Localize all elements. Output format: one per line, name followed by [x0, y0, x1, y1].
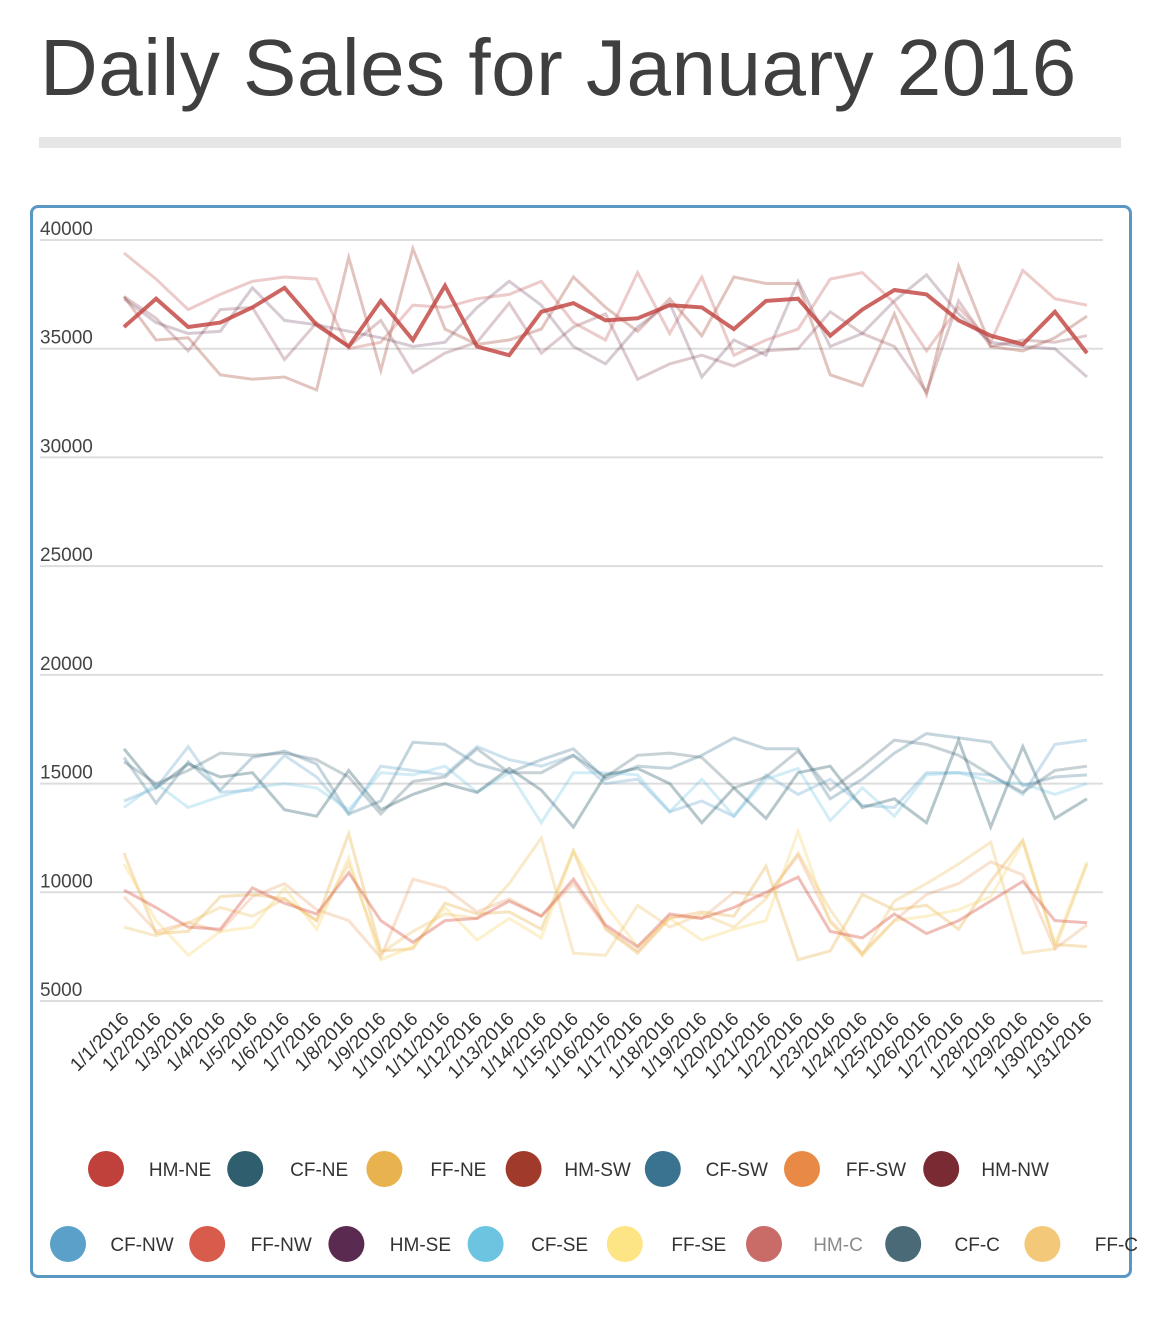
series-line-ff-c	[123, 834, 1089, 959]
legend-item-ff-sw[interactable]: FF-SW	[784, 1151, 906, 1187]
series-line-cf-sw	[122, 732, 1088, 816]
series-line-hm-ne	[122, 281, 1089, 358]
legend-label: CF-SW	[706, 1160, 768, 1181]
y-tick-label: 20000	[40, 654, 93, 675]
y-tick-label: 10000	[40, 871, 93, 892]
legend-swatch	[227, 1151, 264, 1187]
legend-item-hm-ne[interactable]: HM-NE	[88, 1151, 211, 1187]
legend-swatch	[50, 1226, 86, 1262]
legend-item-cf-ne[interactable]: CF-NE	[227, 1151, 348, 1187]
legend-swatch	[189, 1226, 226, 1262]
legend-label: HM-NE	[149, 1160, 211, 1181]
legend-swatch	[746, 1226, 782, 1262]
legend-item-hm-sw[interactable]: HM-SW	[505, 1151, 631, 1187]
series-line-cf-se	[123, 764, 1088, 826]
legend-label: FF-C	[1095, 1235, 1138, 1256]
legend-label: FF-SW	[846, 1160, 906, 1181]
legend-swatch	[1024, 1226, 1061, 1262]
legend-swatch	[366, 1151, 403, 1187]
legend-swatch	[467, 1226, 504, 1262]
legend-label: FF-NW	[251, 1235, 312, 1256]
legend-label: FF-NE	[430, 1160, 486, 1181]
legend-item-hm-c[interactable]: HM-C	[746, 1226, 863, 1262]
legend-item-ff-ne[interactable]: FF-NE	[366, 1151, 486, 1187]
legend-label: CF-C	[955, 1235, 1000, 1256]
series-line-hm-se	[123, 272, 1088, 380]
series-lines	[122, 243, 1089, 962]
y-tick-label: 35000	[40, 328, 93, 349]
gridlines	[40, 239, 1103, 1002]
series-line-cf-ne	[122, 735, 1088, 832]
series-line-hm-sw	[122, 243, 1088, 400]
series-line-cf-c	[123, 738, 1088, 817]
x-axis-ticks: 1/1/20161/2/20161/3/20161/4/20161/5/2016…	[66, 1009, 1096, 1084]
title-divider	[39, 137, 1121, 148]
legend-swatch	[328, 1226, 365, 1262]
legend-item-ff-c[interactable]: FF-C	[1024, 1226, 1138, 1262]
legend-item-hm-nw[interactable]: HM-NW	[923, 1151, 1049, 1187]
legend-label: HM-SE	[390, 1235, 451, 1256]
legend-item-cf-c[interactable]: CF-C	[885, 1226, 1000, 1262]
chart-frame	[30, 205, 1132, 1278]
legend-item-cf-nw[interactable]: CF-NW	[50, 1226, 174, 1262]
legend-item-cf-sw[interactable]: CF-SW	[644, 1151, 768, 1187]
legend-swatch	[505, 1151, 542, 1187]
legend-label: CF-NW	[110, 1235, 173, 1256]
series-line-ff-se	[122, 826, 1089, 962]
y-tick-label: 30000	[40, 436, 93, 457]
series-line-cf-nw	[123, 738, 1088, 819]
y-tick-label: 5000	[40, 980, 82, 1001]
legend-swatch	[88, 1151, 124, 1187]
series-line-ff-ne	[122, 828, 1088, 962]
y-tick-label: 15000	[40, 763, 93, 784]
y-axis-ticks: 40000 35000 30000 25000 20000 15000 10000 5000	[40, 219, 93, 1001]
page-title: Daily Sales for January 2016	[40, 23, 1077, 112]
legend: HM-NE CF-NE FF-NE HM-SW CF-SW FF-SW HM-NW CF-NW…	[50, 1151, 1138, 1262]
y-tick-label: 40000	[40, 219, 93, 240]
legend-swatch	[885, 1226, 922, 1262]
legend-label: HM-SW	[564, 1160, 631, 1181]
legend-item-hm-se[interactable]: HM-SE	[328, 1226, 451, 1262]
legend-item-cf-se[interactable]: CF-SE	[467, 1226, 588, 1262]
legend-label: HM-NW	[981, 1160, 1049, 1181]
series-line-hm-c	[123, 251, 1088, 358]
legend-label: CF-SE	[531, 1235, 588, 1256]
legend-swatch	[784, 1151, 820, 1187]
series-line-hm-nw	[123, 295, 1088, 396]
legend-item-ff-nw[interactable]: FF-NW	[189, 1226, 312, 1262]
legend-label: FF-SE	[671, 1235, 726, 1256]
y-tick-label: 25000	[40, 545, 93, 566]
series-line-ff-sw	[122, 852, 1088, 961]
legend-label: HM-C	[813, 1235, 863, 1256]
legend-label: CF-NE	[290, 1160, 348, 1181]
series-line-ff-nw	[123, 870, 1088, 949]
legend-swatch	[923, 1151, 960, 1187]
legend-swatch	[606, 1226, 643, 1262]
legend-swatch	[644, 1151, 681, 1187]
legend-item-ff-se[interactable]: FF-SE	[606, 1226, 726, 1262]
